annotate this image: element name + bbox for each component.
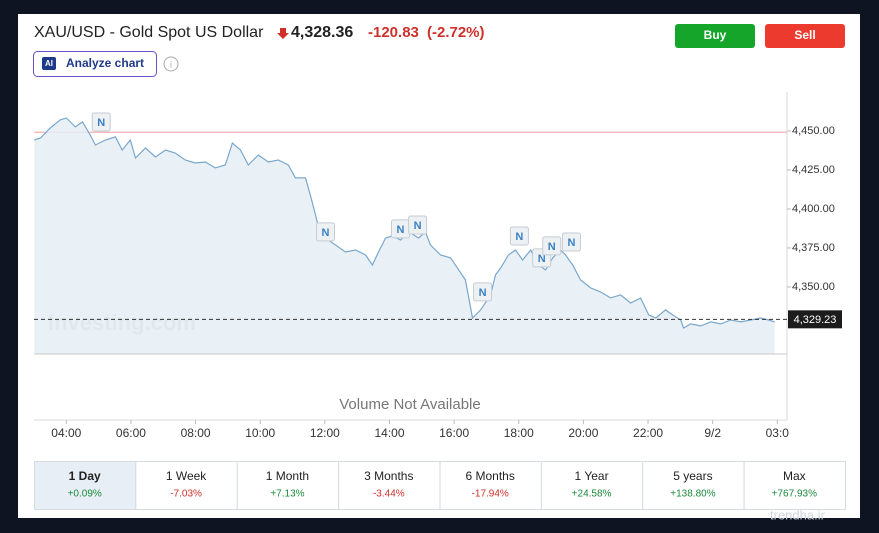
x-tick-label: 9/2 bbox=[704, 426, 721, 440]
price: 4,328.36 bbox=[291, 24, 353, 41]
period-name[interactable]: 1 Day bbox=[69, 469, 101, 483]
period-tab[interactable]: 1 Month +7.13% bbox=[236, 461, 340, 510]
news-label: N bbox=[567, 237, 575, 249]
site-watermark: trendha.ir bbox=[770, 507, 826, 522]
ai-badge: AI bbox=[45, 59, 53, 68]
x-tick-label: 14:00 bbox=[374, 426, 404, 440]
period-change: +24.58% bbox=[572, 489, 612, 500]
period-tab[interactable]: 6 Months -17.94% bbox=[439, 461, 542, 510]
y-tick-label: 4,450.00 bbox=[792, 125, 835, 137]
change-pct: (-2.72%) bbox=[427, 24, 485, 41]
news-marker bbox=[316, 222, 336, 242]
x-tick-label: 20:00 bbox=[568, 426, 598, 440]
y-tick-label: 4,400.00 bbox=[792, 203, 835, 215]
x-tick-label: 22:00 bbox=[633, 426, 663, 440]
period-change: +138.80% bbox=[670, 489, 715, 500]
period-name[interactable]: Max bbox=[783, 469, 806, 483]
news-marker bbox=[408, 215, 428, 235]
period-change: -3.44% bbox=[373, 489, 405, 500]
sell-label[interactable]: Sell bbox=[794, 28, 815, 42]
last-value-box bbox=[788, 310, 842, 329]
ai-icon bbox=[42, 57, 56, 70]
x-tick-label: 18:00 bbox=[504, 426, 534, 440]
news-label: N bbox=[322, 227, 330, 239]
news-marker bbox=[542, 236, 562, 256]
period-tab[interactable]: 5 years +138.80% bbox=[642, 461, 745, 510]
news-marker bbox=[473, 282, 493, 302]
x-tick-label: 06:00 bbox=[116, 426, 146, 440]
last-value-label: 4,329.23 bbox=[794, 314, 837, 326]
symbol: XAU/USD - Gold Spot US Dollar bbox=[34, 24, 264, 41]
change: -120.83 bbox=[368, 24, 419, 41]
x-tick-label: 03:0 bbox=[766, 426, 790, 440]
period-cell[interactable] bbox=[439, 461, 542, 510]
analyze-label[interactable]: Analyze chart bbox=[66, 56, 144, 70]
period-change: +7.13% bbox=[270, 489, 304, 500]
x-tick-label: 04:00 bbox=[51, 426, 81, 440]
period-name[interactable]: 1 Year bbox=[575, 469, 609, 483]
news-label: N bbox=[548, 241, 556, 253]
x-tick-label: 12:00 bbox=[310, 426, 340, 440]
period-tab[interactable]: 3 Months -3.44% bbox=[338, 461, 441, 510]
period-name[interactable]: 6 Months bbox=[466, 469, 515, 483]
x-tick-label: 16:00 bbox=[439, 426, 469, 440]
news-label: N bbox=[97, 117, 105, 129]
period-change: +0.09% bbox=[68, 489, 102, 500]
period-name[interactable]: 1 Month bbox=[266, 469, 309, 483]
x-tick-label: 08:00 bbox=[181, 426, 211, 440]
y-tick-label: 4,350.00 bbox=[792, 281, 835, 293]
period-tab[interactable]: 1 Week -7.03% bbox=[135, 461, 238, 510]
info-i: i bbox=[170, 59, 172, 69]
news-label: N bbox=[414, 220, 422, 232]
period-cell[interactable] bbox=[236, 461, 340, 510]
sell-button[interactable] bbox=[765, 24, 845, 48]
period-cell[interactable] bbox=[743, 461, 846, 510]
analyze-button[interactable]: AI Analyze chart bbox=[33, 51, 157, 77]
period-name[interactable]: 5 years bbox=[673, 469, 712, 483]
buy-button[interactable] bbox=[675, 24, 755, 48]
period-name[interactable]: 1 Week bbox=[166, 469, 207, 483]
news-marker bbox=[91, 112, 111, 132]
period-change: -17.94% bbox=[472, 489, 509, 500]
news-label: N bbox=[515, 231, 523, 243]
analyze-frame[interactable] bbox=[33, 51, 157, 77]
y-tick-label: 4,375.00 bbox=[792, 242, 835, 254]
x-tick-label: 10:00 bbox=[245, 426, 275, 440]
news-label: N bbox=[479, 287, 487, 299]
period-tab[interactable]: 1 Day +0.09% bbox=[34, 461, 137, 510]
period-change: -7.03% bbox=[170, 489, 202, 500]
down-arrow bbox=[277, 28, 289, 39]
period-cell[interactable] bbox=[642, 461, 745, 510]
period-tab[interactable]: Max +767.93% bbox=[743, 461, 846, 510]
volume-note: Volume Not Available bbox=[339, 396, 480, 413]
news-marker bbox=[509, 226, 529, 246]
news-label: N bbox=[397, 224, 405, 236]
period-tab[interactable]: 1 Year +24.58% bbox=[540, 461, 644, 510]
period-cell[interactable] bbox=[34, 461, 137, 510]
period-cell[interactable] bbox=[135, 461, 238, 510]
period-change: +767.93% bbox=[772, 489, 817, 500]
info-icon[interactable] bbox=[163, 56, 179, 72]
news-label: N bbox=[538, 253, 546, 265]
news-marker bbox=[561, 232, 581, 252]
period-cell[interactable] bbox=[338, 461, 441, 510]
period-name[interactable]: 3 Months bbox=[364, 469, 413, 483]
y-tick-label: 4,425.00 bbox=[792, 164, 835, 176]
buy-label[interactable]: Buy bbox=[704, 28, 727, 42]
